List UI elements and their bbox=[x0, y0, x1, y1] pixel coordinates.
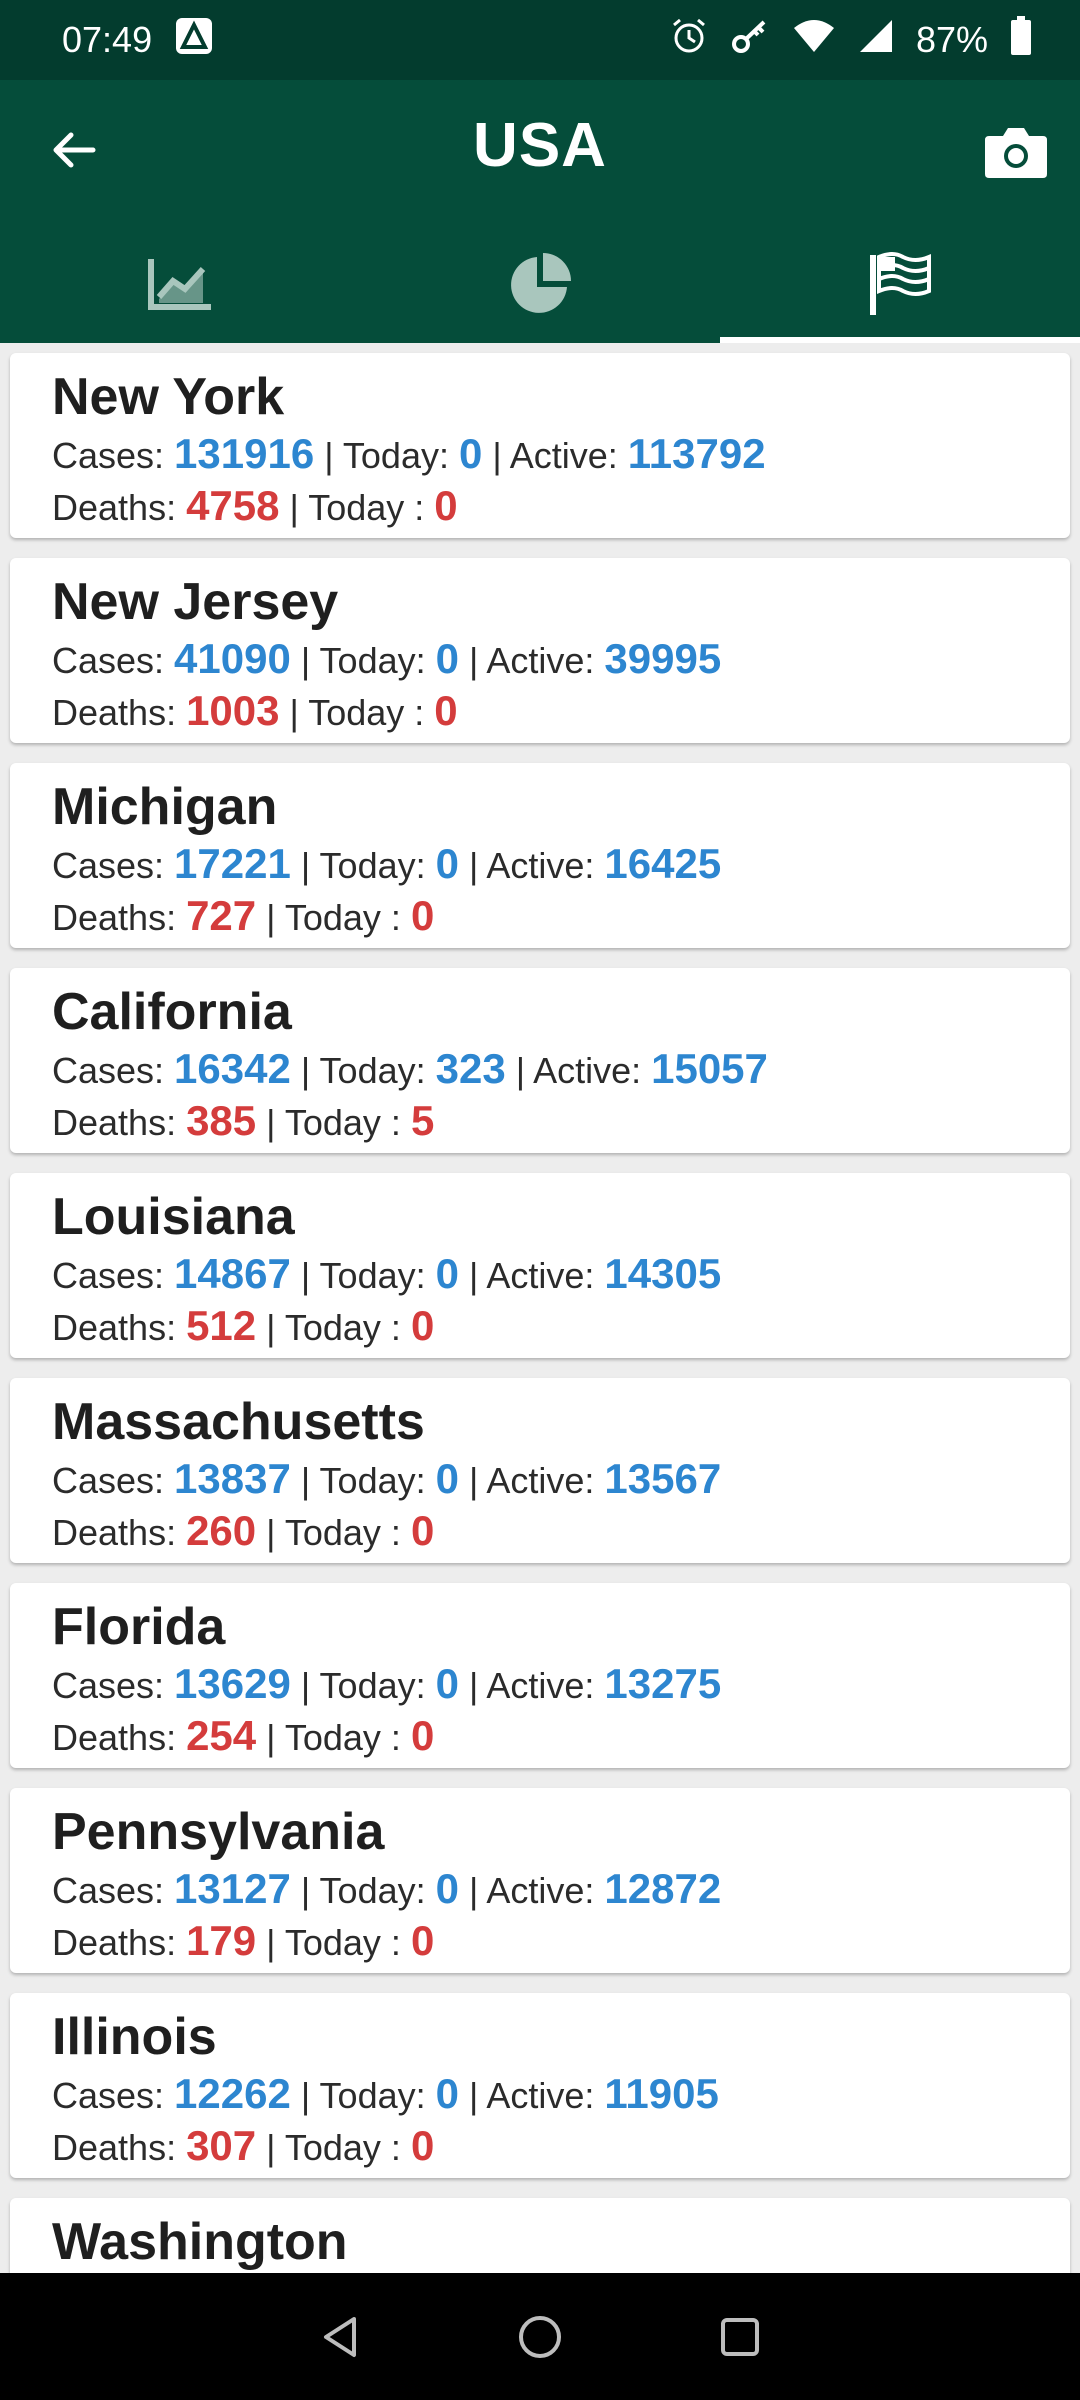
nav-home-button[interactable] bbox=[505, 2302, 575, 2372]
state-card-new-jersey[interactable]: New Jersey Cases: 41090 | Today: 0 | Act… bbox=[10, 558, 1070, 743]
state-card-washington[interactable]: Washington bbox=[10, 2198, 1070, 2273]
line-chart-icon bbox=[148, 259, 211, 310]
state-card-pennsylvania[interactable]: Pennsylvania Cases: 13127 | Today: 0 | A… bbox=[10, 1788, 1070, 1973]
camera-icon bbox=[985, 128, 1047, 178]
notification-a-icon bbox=[174, 16, 214, 65]
state-list[interactable]: New York Cases: 131916 | Today: 0 | Acti… bbox=[0, 343, 1080, 2273]
state-card-california[interactable]: California Cases: 16342 | Today: 323 | A… bbox=[10, 968, 1070, 1153]
pie-chart-icon bbox=[511, 253, 571, 313]
page-title: USA bbox=[473, 111, 607, 180]
deaths-line: Deaths: 727 | Today : 0 bbox=[52, 892, 435, 939]
key-icon bbox=[730, 16, 770, 65]
cases-line: Cases: 12262 | Today: 0 | Active: 11905 bbox=[52, 2070, 719, 2117]
deaths-line: Deaths: 260 | Today : 0 bbox=[52, 1507, 435, 1554]
cases-line: Cases: 131916 | Today: 0 | Active: 11379… bbox=[52, 430, 766, 477]
wifi-icon bbox=[792, 18, 836, 63]
state-name: Massachusetts bbox=[52, 1393, 425, 1451]
deaths-line: Deaths: 512 | Today : 0 bbox=[52, 1302, 435, 1349]
deaths-line: Deaths: 179 | Today : 0 bbox=[52, 1917, 435, 1964]
state-name: Florida bbox=[52, 1598, 226, 1656]
cases-line: Cases: 41090 | Today: 0 | Active: 39995 bbox=[52, 635, 722, 682]
back-button[interactable] bbox=[44, 120, 104, 180]
state-card-michigan[interactable]: Michigan Cases: 17221 | Today: 0 | Activ… bbox=[10, 763, 1070, 948]
recents-square-icon bbox=[721, 2317, 759, 2356]
state-card-massachusetts[interactable]: Massachusetts Cases: 13837 | Today: 0 | … bbox=[10, 1378, 1070, 1563]
state-name: New Jersey bbox=[52, 573, 339, 631]
nav-recents-button[interactable] bbox=[705, 2302, 775, 2372]
tab-pie[interactable] bbox=[360, 225, 720, 343]
state-name: Michigan bbox=[52, 778, 278, 836]
status-bar: 07:49 87% bbox=[0, 0, 1080, 80]
state-name: Illinois bbox=[52, 2008, 217, 2066]
nav-back-button[interactable] bbox=[305, 2302, 375, 2372]
state-name: California bbox=[52, 983, 292, 1041]
state-name: Louisiana bbox=[52, 1188, 295, 1246]
state-card-louisiana[interactable]: Louisiana Cases: 14867 | Today: 0 | Acti… bbox=[10, 1173, 1070, 1358]
flag-icon bbox=[870, 252, 931, 315]
app-bar: USA bbox=[0, 80, 1080, 225]
tab-bar bbox=[0, 225, 1080, 343]
cases-line: Cases: 13127 | Today: 0 | Active: 12872 bbox=[52, 1865, 722, 1912]
deaths-line: Deaths: 307 | Today : 0 bbox=[52, 2122, 435, 2169]
state-card-new-york[interactable]: New York Cases: 131916 | Today: 0 | Acti… bbox=[10, 353, 1070, 538]
cases-line: Cases: 14867 | Today: 0 | Active: 14305 bbox=[52, 1250, 722, 1297]
back-triangle-icon bbox=[324, 2316, 356, 2357]
state-card-illinois[interactable]: Illinois Cases: 12262 | Today: 0 | Activ… bbox=[10, 1993, 1070, 2178]
alarm-icon bbox=[670, 17, 708, 64]
tab-states[interactable] bbox=[720, 225, 1080, 343]
state-name: Washington bbox=[52, 2213, 348, 2271]
state-name: Pennsylvania bbox=[52, 1803, 385, 1861]
battery-icon bbox=[1010, 15, 1032, 65]
state-card-florida[interactable]: Florida Cases: 13629 | Today: 0 | Active… bbox=[10, 1583, 1070, 1768]
battery-percent: 87% bbox=[915, 19, 988, 60]
state-name: New York bbox=[52, 368, 285, 426]
tab-chart[interactable] bbox=[0, 225, 360, 343]
cases-line: Cases: 17221 | Today: 0 | Active: 16425 bbox=[52, 840, 722, 887]
deaths-line: Deaths: 1003 | Today : 0 bbox=[52, 687, 458, 734]
back-arrow-icon bbox=[53, 132, 96, 168]
system-nav-bar bbox=[0, 2273, 1080, 2400]
deaths-line: Deaths: 254 | Today : 0 bbox=[52, 1712, 435, 1759]
cases-line: Cases: 16342 | Today: 323 | Active: 1505… bbox=[52, 1045, 768, 1092]
home-circle-icon bbox=[519, 2315, 561, 2358]
signal-icon bbox=[858, 18, 894, 63]
cases-line: Cases: 13837 | Today: 0 | Active: 13567 bbox=[52, 1455, 722, 1502]
cases-line: Cases: 13629 | Today: 0 | Active: 13275 bbox=[52, 1660, 722, 1707]
deaths-line: Deaths: 385 | Today : 5 bbox=[52, 1097, 435, 1144]
status-time: 07:49 bbox=[62, 19, 153, 60]
deaths-line: Deaths: 4758 | Today : 0 bbox=[52, 482, 458, 529]
screenshot-button[interactable] bbox=[980, 116, 1052, 188]
